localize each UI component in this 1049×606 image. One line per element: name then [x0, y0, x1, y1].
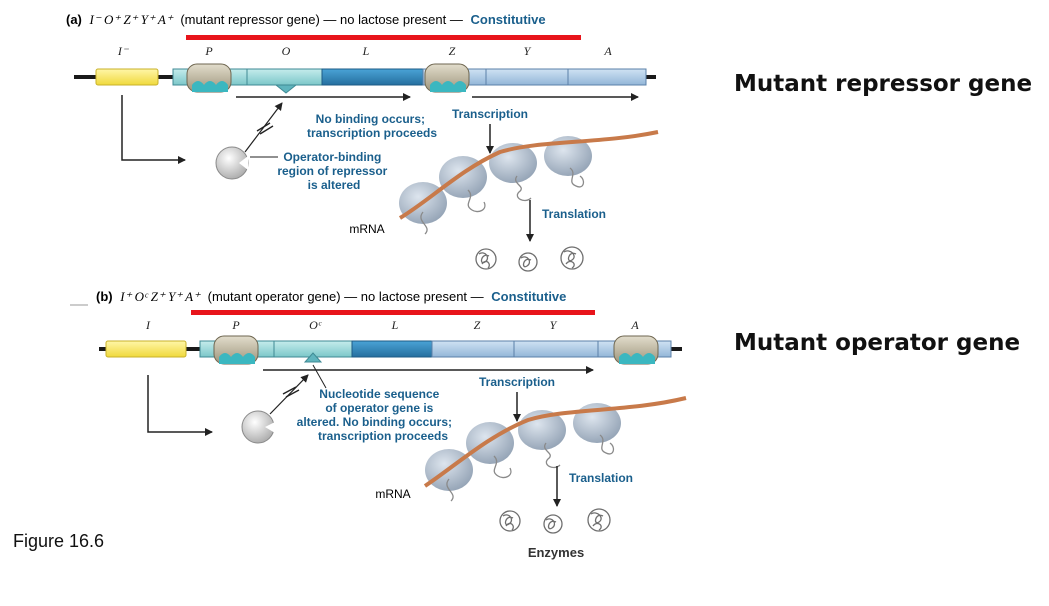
panel-a-dna [74, 68, 656, 94]
panel-b-transcription-label: Transcription [479, 375, 555, 389]
panel-b-mrna-strand [423, 396, 687, 488]
panel-a-description: (mutant repressor gene) — no lactose pre… [180, 12, 463, 27]
panel-b-status: Constitutive [491, 289, 566, 304]
panel-b-label-p: P [231, 318, 240, 332]
panel-a-genotype: I⁻ O⁺ Z⁺ Y⁺ A⁺ [89, 12, 174, 27]
panel-b-translation-label: Translation [569, 471, 633, 485]
panel-b-enzymes-label: Enzymes [528, 545, 584, 560]
panel-a-label-o: O [282, 44, 291, 58]
panel-a-heading: (a) I⁻ O⁺ Z⁺ Y⁺ A⁺ (mutant repressor gen… [66, 12, 546, 27]
panel-b-block-tick-1 [282, 386, 297, 395]
panel-a-enzymes [475, 246, 584, 272]
panel-a-operator-region [246, 68, 323, 86]
panel-a-rna-polymerase-2 [424, 63, 470, 93]
panel-b-leader-region [351, 340, 433, 358]
panel-a-rna-polymerase-1 [186, 63, 232, 93]
panel-b-label-y: Y [550, 318, 558, 332]
panel-a-transcription-label: Transcription [452, 107, 528, 121]
panel-a-label-l: L [362, 44, 370, 58]
panel-b-enzyme-2 [543, 514, 563, 534]
panel-b-blocked-binding-arrow [269, 374, 309, 415]
panel-a-label-i: I⁻ [117, 44, 130, 58]
panel-b-altered-operator-site [303, 352, 323, 363]
panel-a-a-gene [567, 68, 647, 86]
figure-caption: Figure 16.6 [13, 531, 105, 551]
panel-b-mrna-label: mRNA [375, 487, 410, 501]
panel-a-enzyme-2 [518, 252, 538, 272]
mutant-repressor-title: Mutant repressor gene [734, 71, 1033, 97]
panel-a-mrna-label: mRNA [349, 222, 384, 236]
panel-b-label-z: Z [474, 318, 481, 332]
panel-a-operator-site [274, 84, 298, 94]
panel-b-y-gene [513, 340, 599, 358]
panel-a-repressor-synthesis-arrow [121, 95, 186, 164]
panel-b-genotype: I⁺ Oᶜ Z⁺ Y⁺ A⁺ [119, 289, 201, 304]
panel-b-label-l: L [391, 318, 399, 332]
panel-a-letter: (a) [66, 12, 82, 27]
panel-a-repressor-note: Operator-binding region of repressor is … [277, 150, 390, 192]
panel-b-description: (mutant operator gene) — no lactose pres… [208, 289, 484, 304]
panel-b-z-gene [431, 340, 515, 358]
panel-a-mutant-repressor [215, 146, 249, 180]
panel-a-polysome [398, 130, 659, 235]
panel-b-rna-polymerase-1 [213, 335, 259, 365]
panel-b-label-i: I [145, 318, 151, 332]
panel-a-no-binding-note: No binding occurs; transcription proceed… [307, 112, 437, 140]
panel-b-label-o: Oᶜ [309, 318, 322, 332]
panel-b-nascent-polypeptides [446, 434, 615, 502]
panel-b-label-a: A [630, 318, 639, 332]
panel-a-label-a: A [603, 44, 612, 58]
panel-a-i-gene [95, 68, 159, 86]
panel-b-heading: (b) I⁺ Oᶜ Z⁺ Y⁺ A⁺ (mutant operator gene… [96, 289, 566, 304]
panel-a-status: Constitutive [471, 12, 546, 27]
panel-b-block-tick-2 [285, 389, 300, 398]
panel-a-enzyme-1 [475, 248, 497, 270]
panel-b-i-gene [105, 340, 187, 358]
panel-a-label-z: Z [449, 44, 456, 58]
panel-a-label-y: Y [524, 44, 532, 58]
panel-a-mrna-strand [398, 130, 659, 220]
panel-b-operator-note: Nucleotide sequence of operator gene is … [297, 387, 456, 443]
panel-b-polysome [423, 396, 687, 502]
panel-a-nascent-polypeptides [420, 167, 585, 235]
panel-a-leader-region [321, 68, 424, 86]
panel-a: (a) I⁻ O⁺ Z⁺ Y⁺ A⁺ (mutant repressor gen… [66, 12, 659, 272]
panel-a-block-tick-1 [256, 122, 271, 132]
panel-b-constitutive-bar [191, 310, 595, 315]
panel-b-enzyme-3 [587, 508, 611, 532]
panel-a-label-p: P [204, 44, 213, 58]
panel-b-operator-leader-line [312, 364, 327, 389]
panel-a-y-gene [485, 68, 569, 86]
panel-b: (b) I⁺ Oᶜ Z⁺ Y⁺ A⁺ (mutant operator gene… [70, 289, 687, 560]
panel-a-constitutive-bar [186, 35, 581, 40]
panel-b-enzyme-1 [499, 510, 521, 532]
panel-b-rna-polymerase-2 [613, 335, 659, 365]
panel-b-dna [99, 340, 682, 363]
mutant-operator-title: Mutant operator gene [734, 330, 1021, 356]
panel-a-translation-label: Translation [542, 207, 606, 221]
panel-b-repressor-synthesis-arrow [147, 375, 213, 436]
panel-b-normal-repressor [241, 410, 275, 444]
panel-a-enzyme-3 [560, 246, 584, 270]
panel-b-letter: (b) [96, 289, 113, 304]
panel-a-block-tick-2 [259, 125, 274, 135]
panel-b-enzymes [499, 508, 611, 534]
